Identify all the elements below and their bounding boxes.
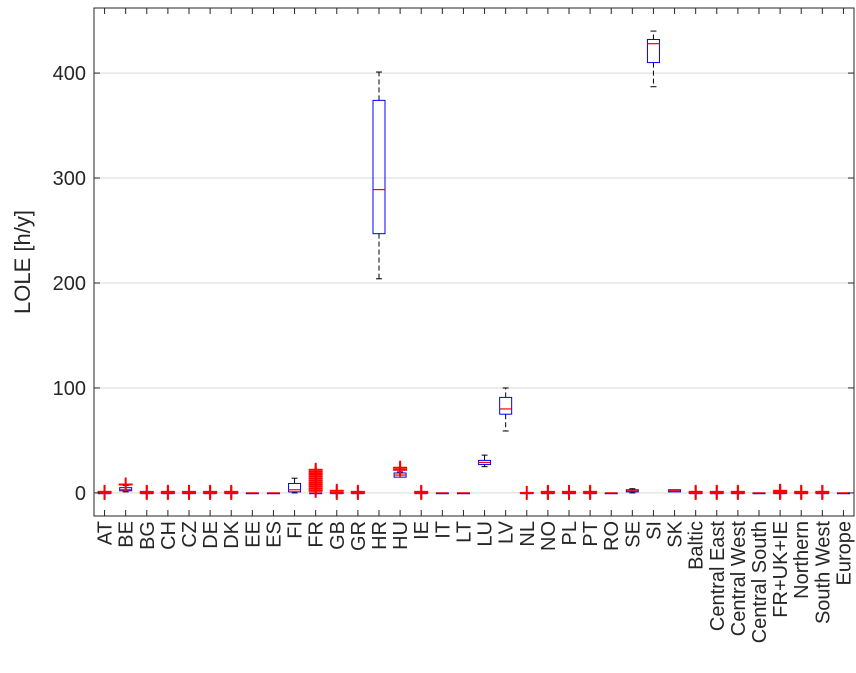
x-tick-label-11: GB	[327, 521, 349, 550]
x-tick-label-22: PL	[559, 521, 581, 545]
box-South West	[815, 484, 830, 500]
box-RO	[604, 492, 618, 495]
box-iqr-HR	[372, 99, 386, 235]
box-FR+UK+IE	[773, 483, 788, 500]
x-tick-label-30: Central West	[728, 521, 750, 637]
x-tick-label-10: FR	[306, 521, 328, 548]
y-tick-label-400: 400	[53, 63, 86, 85]
x-tick-label-27: SK	[665, 520, 687, 547]
box-CH	[160, 484, 175, 500]
x-tick-label-17: LT	[453, 521, 475, 543]
x-tick-label-23: PT	[580, 521, 602, 547]
box-LU	[478, 454, 492, 468]
x-tick-label-3: CH	[158, 521, 180, 550]
x-tick-label-25: SE	[622, 521, 644, 548]
x-tick-label-21: NO	[538, 521, 560, 551]
x-tick-label-5: DE	[200, 521, 222, 549]
box-FI	[288, 477, 302, 494]
box-PL	[562, 484, 576, 500]
box-iqr-FI	[288, 482, 302, 493]
box-ES	[266, 492, 280, 495]
box-Central East	[709, 484, 724, 500]
x-tick-label-32: FR+UK+IE	[770, 521, 792, 618]
box-LT	[456, 492, 470, 495]
box-PT	[583, 484, 598, 500]
box-HU	[393, 460, 408, 478]
box-NL	[519, 485, 534, 500]
plot-frame	[93, 7, 855, 517]
box-BE	[118, 477, 133, 493]
x-tick-label-19: LV	[496, 520, 518, 544]
box-Baltic	[688, 484, 703, 500]
box-SI	[646, 30, 660, 88]
box-LV	[499, 387, 513, 432]
box-iqr-LV	[499, 396, 513, 415]
y-tick-label-0: 0	[75, 483, 86, 505]
box-SK	[668, 489, 682, 493]
box-Central West	[730, 484, 745, 500]
x-tick-label-6: DK	[221, 520, 243, 548]
x-tick-label-0: AT	[95, 521, 117, 545]
y-axis-label: LOLE [h/y]	[10, 210, 35, 314]
box-Europe	[836, 492, 850, 495]
box-AT	[97, 484, 112, 500]
x-tick-label-33: Northern	[791, 521, 813, 599]
x-tick-label-4: CZ	[179, 521, 201, 548]
box-IE	[414, 484, 429, 500]
box-BG	[139, 484, 154, 500]
y-tick-label-100: 100	[53, 378, 86, 400]
box-DK	[224, 484, 239, 500]
box-IT	[435, 492, 449, 495]
x-tick-label-7: EE	[242, 521, 264, 548]
x-tick-label-34: South West	[812, 521, 834, 624]
box-CZ	[182, 484, 196, 500]
x-tick-label-14: HU	[390, 521, 412, 550]
x-tick-label-16: IT	[432, 521, 454, 539]
box-GB	[329, 483, 344, 500]
plot-layer	[97, 30, 850, 500]
x-tick-label-26: SI	[643, 521, 665, 540]
box-EE	[245, 492, 259, 495]
box-NO	[540, 484, 555, 500]
x-tick-label-2: BG	[137, 521, 159, 550]
x-tick-label-35: Europe	[833, 521, 855, 586]
x-tick-label-12: GR	[348, 521, 370, 551]
x-tick-label-20: NL	[517, 521, 539, 547]
x-tick-label-18: LU	[475, 521, 497, 547]
x-tick-label-15: IE	[411, 521, 433, 540]
box-DE	[203, 484, 218, 500]
y-tick-label-200: 200	[53, 273, 86, 295]
box-FR	[308, 462, 323, 498]
box-SE	[625, 488, 639, 494]
x-tick-label-9: FI	[285, 521, 307, 539]
box-Central South	[752, 492, 766, 495]
box-Northern	[794, 484, 809, 500]
x-tick-label-13: HR	[369, 521, 391, 550]
x-tick-label-31: Central South	[749, 521, 771, 643]
grid-layer	[94, 72, 854, 494]
x-tick-label-1: BE	[116, 521, 138, 548]
x-tick-label-29: Central East	[707, 521, 729, 631]
y-tick-label-300: 300	[53, 168, 86, 190]
box-HR	[372, 71, 386, 280]
x-tick-label-28: Baltic	[686, 521, 708, 570]
x-tick-label-24: RO	[601, 521, 623, 551]
box-iqr-SI	[646, 38, 660, 64]
x-tick-label-8: ES	[263, 521, 285, 548]
box-GR	[350, 484, 365, 500]
